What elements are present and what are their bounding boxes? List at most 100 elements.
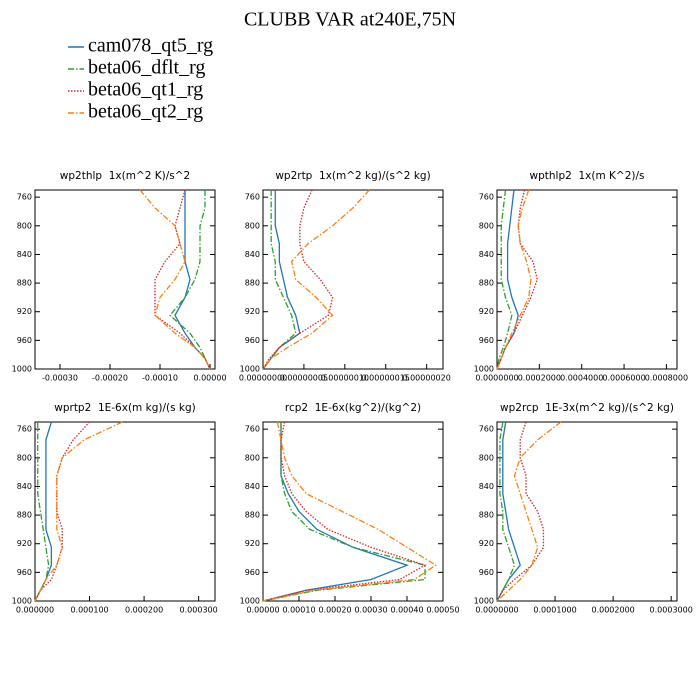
x-tick-label: 0.0004000: [560, 374, 603, 383]
legend-label: beta06_dflt_rg: [88, 57, 205, 79]
x-tick-label: 0.00000000: [239, 374, 287, 383]
x-tick-label: 0.00030: [354, 606, 387, 615]
y-tick-label: 800: [479, 453, 494, 462]
y-tick-label: 800: [245, 453, 260, 462]
x-tick-label: 0.00040: [390, 606, 423, 615]
series-line: [262, 422, 409, 602]
x-tick-label: -0.00010: [142, 374, 178, 383]
series-line: [262, 190, 297, 370]
y-tick-label: 920: [17, 307, 32, 316]
y-tick-label: 760: [245, 425, 260, 434]
y-tick-label: 960: [479, 336, 494, 345]
y-tick-label: 920: [17, 539, 32, 548]
y-tick-label: 1000: [474, 365, 494, 374]
series-line: [496, 421, 545, 602]
legend-label: beta06_qt2_rg: [88, 101, 203, 123]
x-tick-label: 0.00000010: [321, 374, 369, 383]
series-line: [34, 421, 123, 602]
y-tick-label: 920: [245, 307, 260, 316]
x-tick-label: 0.0001000: [533, 606, 576, 615]
series-line: [34, 422, 50, 602]
series-line: [262, 422, 426, 602]
x-tick-label: -0.00020: [92, 374, 128, 383]
x-tick-label: 0.000200: [125, 606, 163, 615]
y-tick-label: 760: [17, 193, 32, 202]
panel-title: wpthlp2 1x(m K^2)/s: [530, 170, 645, 182]
y-tick-label: 1000: [240, 597, 260, 606]
y-tick-label: 960: [245, 568, 260, 577]
x-tick-label: 0.0000000: [475, 606, 518, 615]
x-tick-label: 0.00000: [246, 606, 279, 615]
y-tick-label: 760: [479, 425, 494, 434]
series-line: [139, 189, 211, 370]
y-tick-label: 840: [17, 482, 32, 491]
plot-frame: [262, 189, 444, 370]
y-tick-label: 1000: [474, 597, 494, 606]
series-line: [174, 190, 211, 370]
series-line: [34, 421, 91, 602]
x-tick-label: 0.00050: [426, 606, 459, 615]
x-tick-label: 0.0002000: [591, 606, 634, 615]
y-tick-label: 960: [17, 336, 32, 345]
y-tick-label: 880: [17, 279, 32, 288]
plot-frame: [496, 421, 678, 602]
series-line: [496, 189, 519, 370]
x-tick-label: 0.00020: [318, 606, 351, 615]
x-tick-label: 0.00000020: [402, 374, 450, 383]
plot-frame: [262, 421, 444, 602]
series-line: [154, 189, 211, 370]
y-tick-label: 880: [245, 279, 260, 288]
series-line: [496, 421, 516, 602]
y-tick-label: 920: [245, 539, 260, 548]
x-tick-label: 0.00010: [282, 606, 315, 615]
y-tick-label: 800: [17, 221, 32, 230]
panel-title: wp2rtp 1x(m^2 kg)/(s^2 kg): [275, 170, 430, 182]
y-tick-label: 800: [479, 221, 494, 230]
plot-frame: [496, 189, 678, 370]
x-tick-label: 0.000100: [70, 606, 108, 615]
plot-frame: [34, 189, 216, 370]
y-tick-label: 1000: [12, 365, 32, 374]
y-tick-label: 760: [17, 425, 32, 434]
y-tick-label: 840: [479, 250, 494, 259]
legend-label: beta06_qt1_rg: [88, 79, 203, 101]
x-tick-label: 0.000000: [16, 606, 54, 615]
x-tick-label: 0.00000: [193, 374, 226, 383]
y-tick-label: 1000: [12, 597, 32, 606]
y-tick-label: 960: [17, 568, 32, 577]
y-tick-label: 760: [479, 193, 494, 202]
figure-title: CLUBB VAR at240E,75N: [244, 9, 456, 31]
y-tick-label: 880: [479, 279, 494, 288]
x-tick-label: 0.00000015: [362, 374, 410, 383]
x-tick-label: 0.0002000: [518, 374, 561, 383]
panel-title: wp2rcp 1E-3x(m^2 kg)/(s^2 kg): [500, 402, 674, 414]
series-line: [262, 190, 301, 370]
y-tick-label: 960: [479, 568, 494, 577]
plot-frame: [34, 421, 216, 602]
panel-title: rcp2 1E-6x(kg^2)/(kg^2): [285, 402, 421, 414]
y-tick-label: 840: [245, 250, 260, 259]
y-tick-label: 840: [245, 482, 260, 491]
series-line: [496, 189, 513, 370]
y-tick-label: 800: [245, 221, 260, 230]
panel-title: wprtp2 1E-6x(m kg)/(s kg): [54, 402, 196, 414]
x-tick-label: 0.0000000: [475, 374, 518, 383]
x-tick-label: 0.00000005: [280, 374, 328, 383]
legend-label: cam078_qt5_rg: [88, 35, 213, 57]
y-tick-label: 880: [17, 511, 32, 520]
y-tick-label: 920: [479, 307, 494, 316]
x-tick-label: 0.000300: [180, 606, 218, 615]
y-tick-label: 880: [479, 511, 494, 520]
y-tick-label: 800: [17, 453, 32, 462]
series-line: [496, 421, 562, 602]
y-tick-label: 960: [245, 336, 260, 345]
y-tick-label: 760: [245, 193, 260, 202]
series-line: [262, 189, 334, 370]
panel-title: wp2thlp 1x(m^2 K)/s^2: [60, 170, 190, 182]
y-tick-label: 840: [17, 250, 32, 259]
series-line: [169, 190, 211, 370]
x-tick-label: 0.0008000: [645, 374, 688, 383]
series-line: [496, 189, 538, 370]
